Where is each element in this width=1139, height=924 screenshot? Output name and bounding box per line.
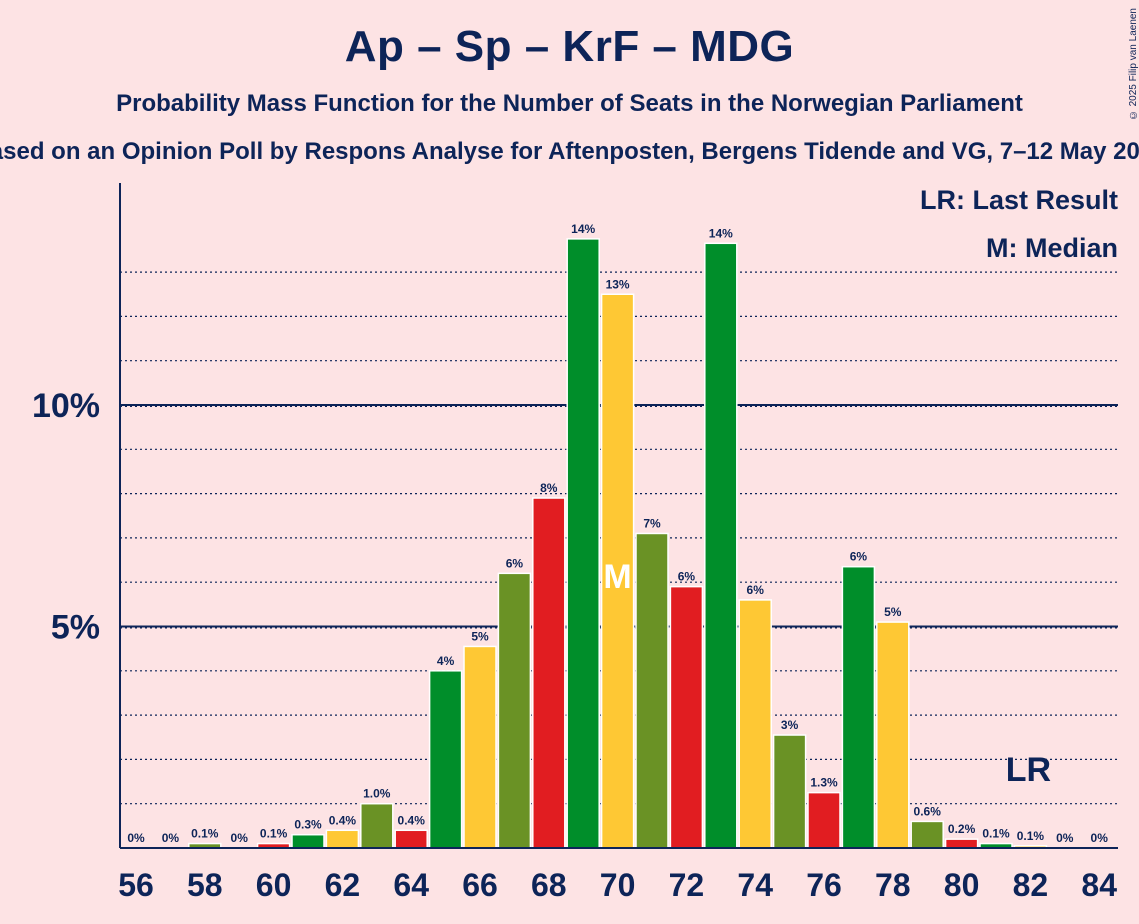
bar-seat-70 bbox=[600, 293, 635, 849]
bar-value-label: 3% bbox=[781, 718, 799, 732]
bar-seat-78 bbox=[876, 621, 910, 849]
bar-value-label: 4% bbox=[437, 654, 455, 668]
chart-subtitle: Probability Mass Function for the Number… bbox=[116, 90, 1023, 117]
bar-value-label: 6% bbox=[506, 556, 524, 570]
bar-seat-73 bbox=[704, 242, 738, 849]
x-tick-label: 74 bbox=[737, 867, 773, 903]
bar-value-label: 0% bbox=[1056, 831, 1074, 845]
bar-value-label: 13% bbox=[606, 277, 630, 291]
bar-value-label: 0.6% bbox=[914, 804, 942, 818]
bar-value-label: 0% bbox=[162, 831, 180, 845]
legend-median: M: Median bbox=[986, 233, 1118, 263]
bar-value-label: 0.4% bbox=[398, 813, 426, 827]
x-tick-label: 84 bbox=[1081, 867, 1117, 903]
bar-value-label: 6% bbox=[850, 550, 868, 564]
bar-value-label: 8% bbox=[540, 481, 558, 495]
bar-value-label: 6% bbox=[747, 583, 765, 597]
bar-seat-80 bbox=[944, 838, 979, 849]
bar-value-label: 14% bbox=[709, 226, 733, 240]
bar-seat-74 bbox=[738, 599, 772, 849]
bar-seat-71 bbox=[635, 532, 669, 849]
x-tick-label: 64 bbox=[393, 867, 429, 903]
bar-seat-63 bbox=[360, 802, 394, 849]
bar-value-label: 5% bbox=[884, 605, 902, 619]
bar-seat-79 bbox=[910, 820, 944, 849]
bar-seat-67 bbox=[497, 572, 532, 849]
bar-seat-62 bbox=[325, 829, 360, 849]
x-tick-label: 82 bbox=[1013, 867, 1049, 903]
bar-seat-68 bbox=[532, 497, 566, 849]
bar-value-label: 0.1% bbox=[1017, 829, 1045, 843]
x-tick-label: 56 bbox=[118, 867, 154, 903]
grid-lines bbox=[120, 271, 1118, 805]
x-tick-label: 70 bbox=[600, 867, 636, 903]
bar-value-label: 7% bbox=[643, 516, 661, 530]
bar-value-label: 1.0% bbox=[363, 787, 391, 801]
x-tick-label: 80 bbox=[944, 867, 980, 903]
bar-value-label: 0% bbox=[1091, 831, 1109, 845]
bar-value-label: 0.4% bbox=[329, 813, 357, 827]
median-marker: M bbox=[603, 558, 631, 596]
bar-seat-72 bbox=[669, 585, 704, 849]
bar-value-label: 1.3% bbox=[810, 776, 838, 790]
x-tick-label: 78 bbox=[875, 867, 911, 903]
bar-seat-76 bbox=[807, 791, 841, 849]
x-tick-label: 62 bbox=[325, 867, 361, 903]
bar-seat-61 bbox=[291, 833, 325, 849]
bar-seat-77 bbox=[841, 565, 876, 849]
bar-value-label: 0.1% bbox=[191, 827, 219, 841]
bar-labels-group: 0% 0% 0.1% 0% 0.1% 0.3% 0.4% 1.0% 0.4% 4% 5% 6% 8% 14… bbox=[127, 222, 1108, 845]
legend-last-result: LR: Last Result bbox=[920, 185, 1118, 215]
bar-value-label: 0.2% bbox=[948, 822, 976, 836]
bar-seat-69 bbox=[566, 238, 600, 849]
bar-value-label: 0.3% bbox=[294, 818, 322, 832]
bars-group bbox=[188, 238, 1048, 849]
axes-group: 5% 10% 56 58 60 62 64 66 68 70 72 74 76 78 80 82 84 bbox=[32, 183, 1118, 903]
bar-value-label: 5% bbox=[471, 629, 489, 643]
bar-value-label: 0.1% bbox=[982, 827, 1010, 841]
x-tick-label: 72 bbox=[669, 867, 705, 903]
x-tick-label: 66 bbox=[462, 867, 498, 903]
bar-value-label: 6% bbox=[678, 570, 696, 584]
chart-title: Ap – Sp – KrF – MDG bbox=[344, 22, 795, 71]
bar-seat-65 bbox=[428, 670, 463, 849]
y-tick-label: 10% bbox=[32, 387, 100, 425]
bar-seat-64 bbox=[394, 829, 428, 849]
bar-value-label: 14% bbox=[571, 222, 595, 236]
bar-seat-66 bbox=[463, 645, 497, 849]
bar-seat-75 bbox=[772, 734, 807, 849]
bar-value-label: 0% bbox=[231, 831, 249, 845]
bar-value-label: 0% bbox=[127, 831, 145, 845]
x-tick-label: 58 bbox=[187, 867, 223, 903]
chart-source-line: Based on an Opinion Poll by Respons Anal… bbox=[0, 138, 1139, 165]
x-tick-label: 68 bbox=[531, 867, 567, 903]
x-tick-label: 60 bbox=[256, 867, 292, 903]
last-result-marker: LR bbox=[1006, 751, 1051, 789]
y-tick-label: 5% bbox=[51, 609, 100, 647]
x-tick-label: 76 bbox=[806, 867, 842, 903]
bar-value-label: 0.1% bbox=[260, 827, 288, 841]
